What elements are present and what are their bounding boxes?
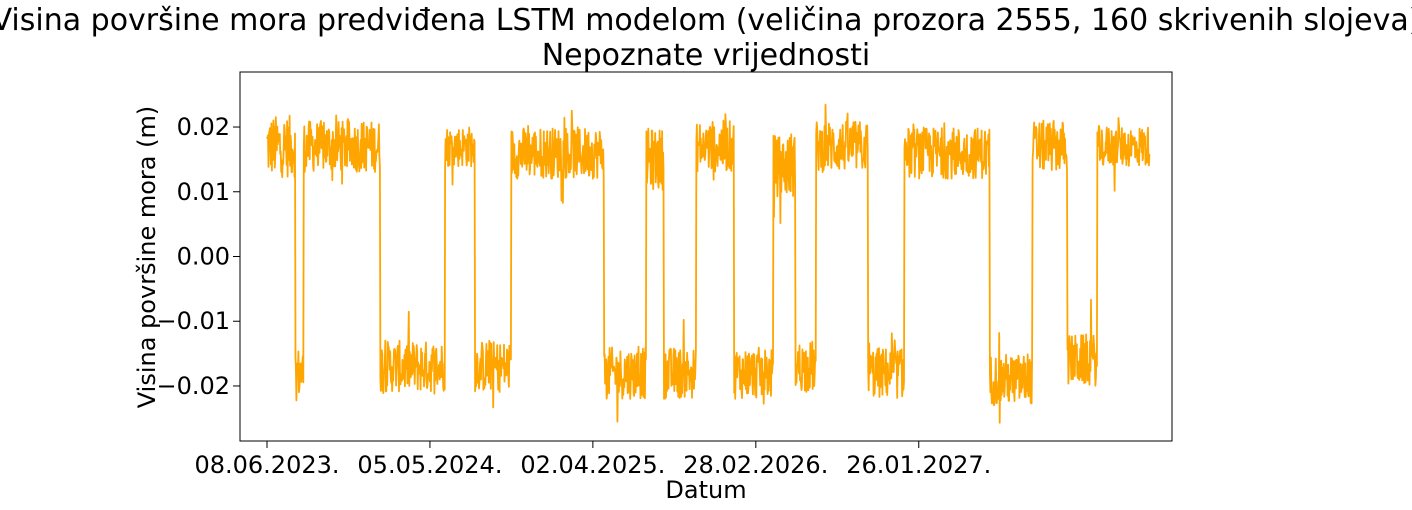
series-line — [266, 103, 1151, 424]
y-tick-label: 0.00 — [177, 243, 230, 271]
y-axis-label: Visina površine mora (m) — [133, 106, 161, 408]
x-tick-label: 08.06.2023. — [194, 451, 339, 479]
y-tick-label: 0.01 — [177, 178, 230, 206]
x-tick-label: 26.01.2027. — [846, 451, 991, 479]
chart-subtitle: Nepoznate vrijednosti — [542, 38, 871, 73]
y-axis: −0.02 −0.01 0.00 0.01 0.02 — [156, 113, 240, 400]
x-axis: 08.06.2023. 05.05.2024. 02.04.2025. 28.02.2… — [194, 441, 991, 479]
plot-area — [266, 103, 1151, 424]
y-tick-label: −0.02 — [156, 372, 230, 400]
x-tick-label: 02.04.2025. — [520, 451, 665, 479]
y-tick-label: −0.01 — [156, 307, 230, 335]
x-tick-label: 05.05.2024. — [357, 451, 502, 479]
x-tick-label: 28.02.2026. — [683, 451, 828, 479]
x-axis-label: Datum — [665, 476, 746, 504]
chart-title: Visina površine mora predviđena LSTM mod… — [0, 3, 1412, 38]
y-tick-label: 0.02 — [177, 113, 230, 141]
